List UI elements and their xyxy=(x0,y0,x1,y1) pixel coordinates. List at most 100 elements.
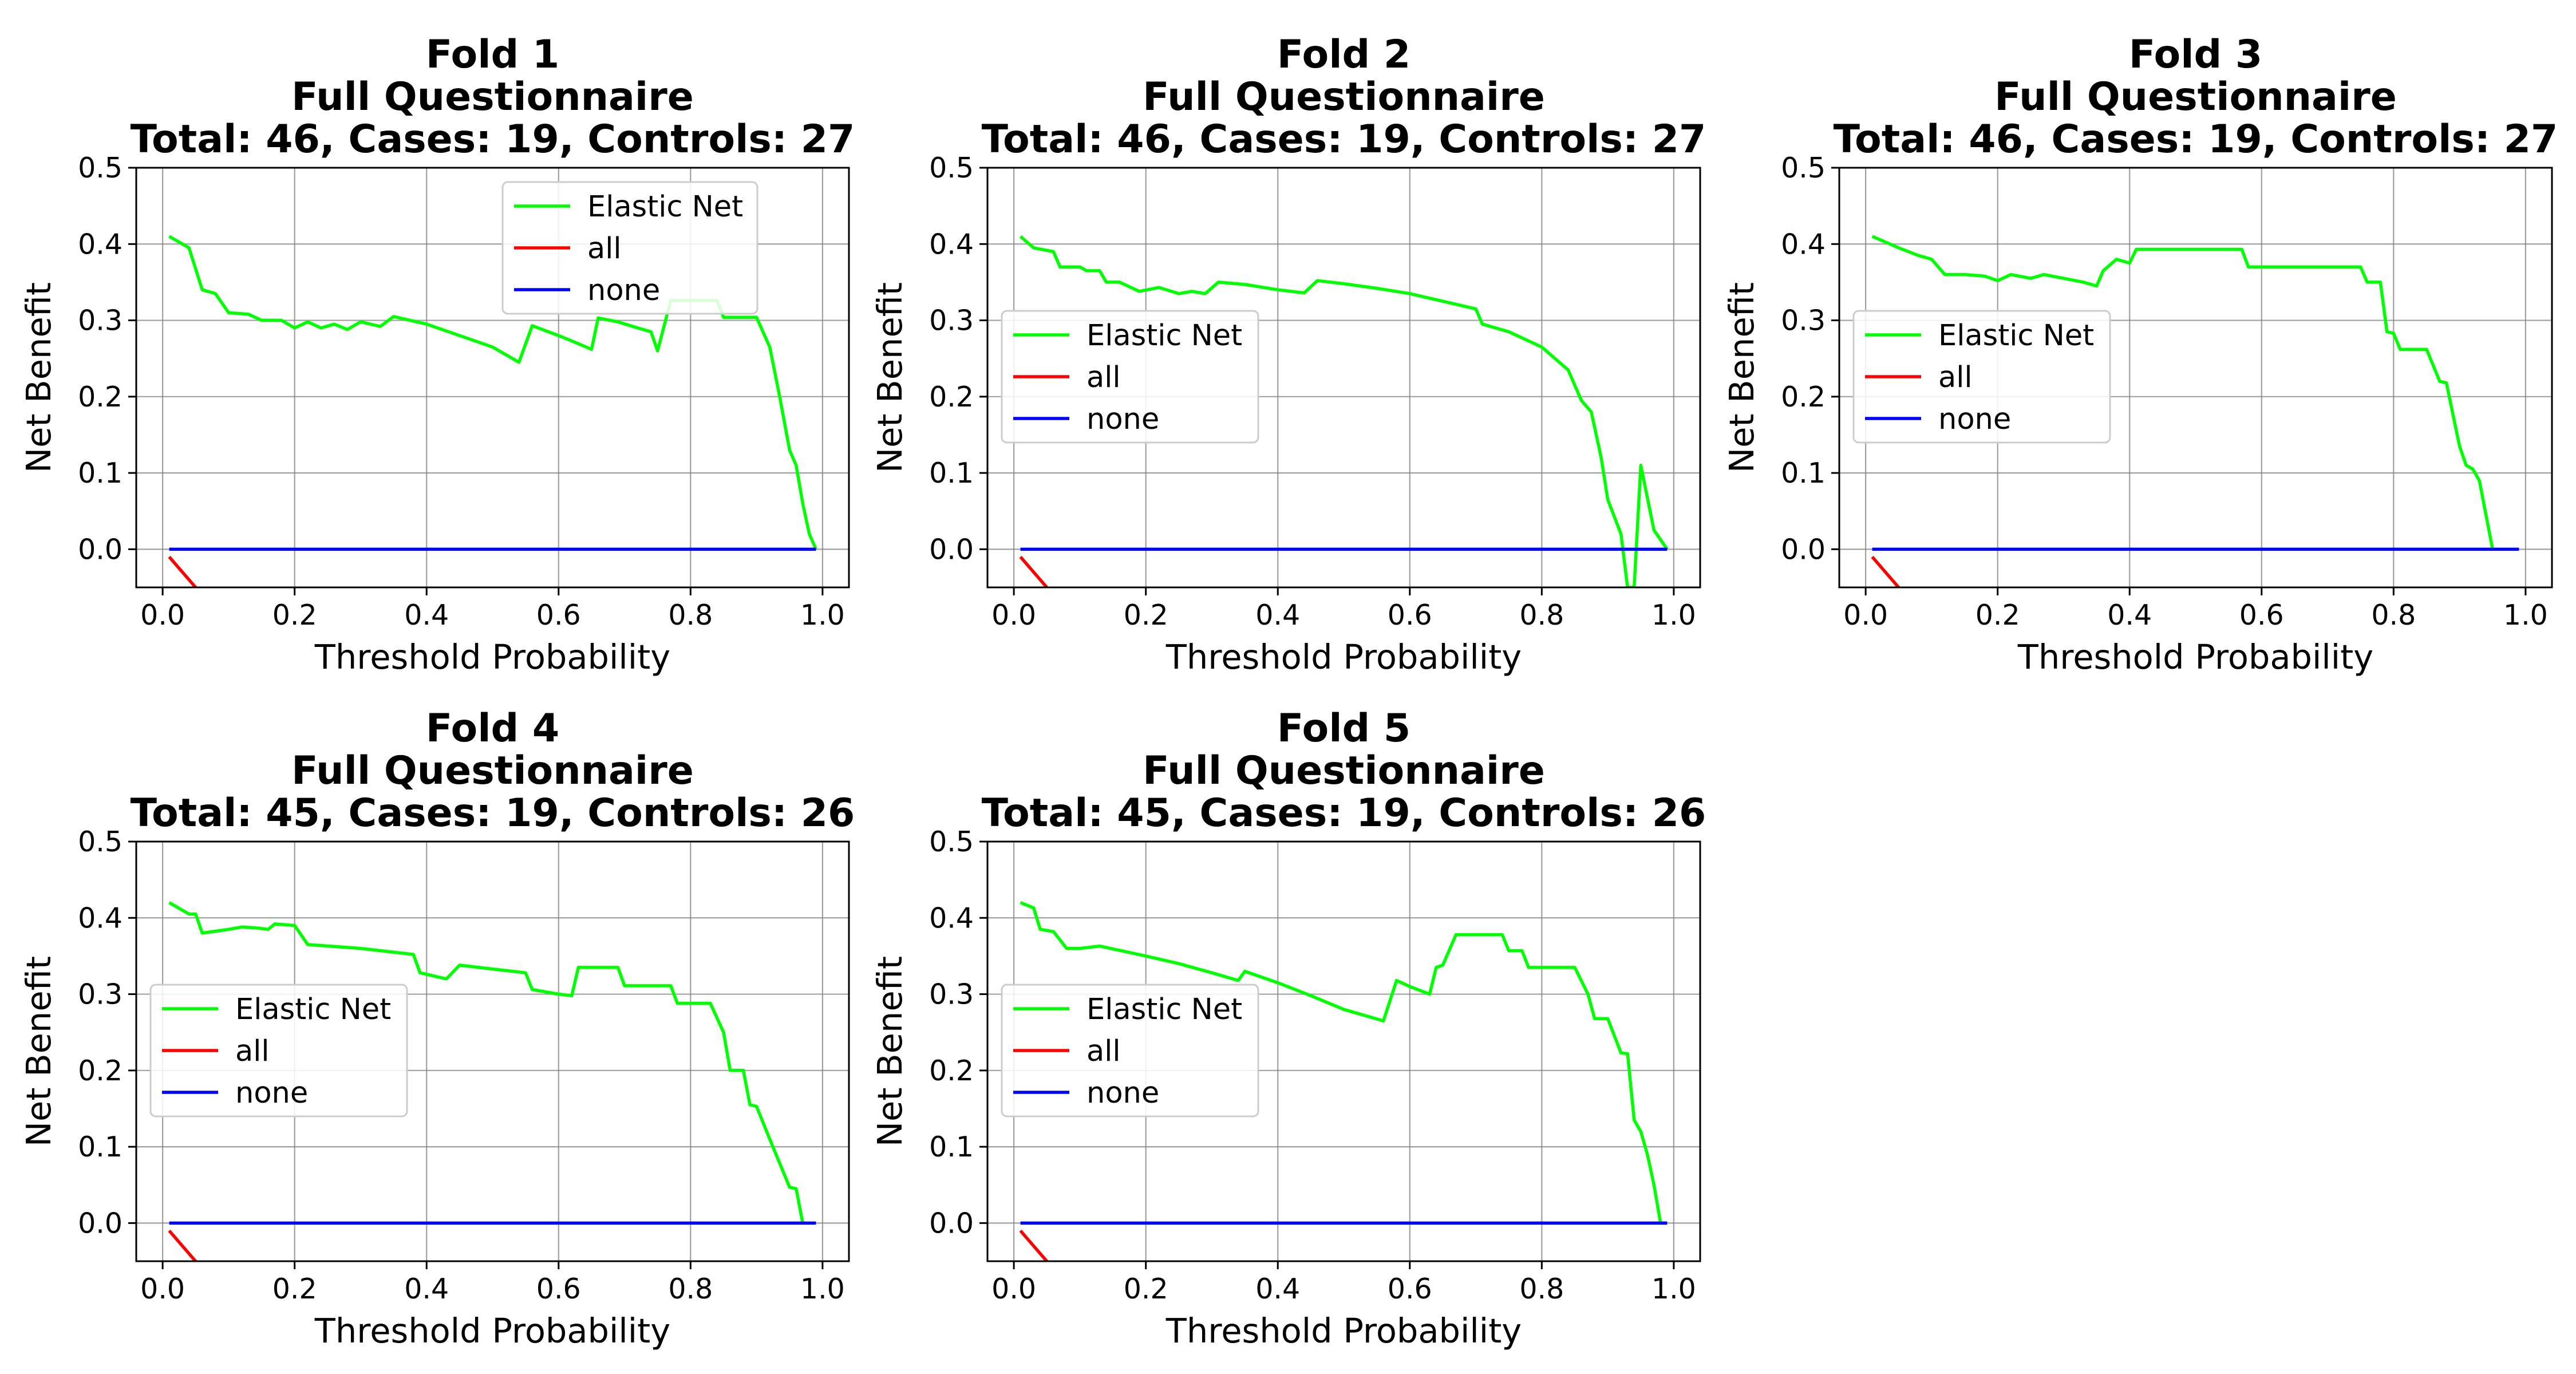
x-tick-label: 0.2 xyxy=(272,599,317,631)
y-axis-label: Net Benefit xyxy=(19,956,58,1147)
subplot-title-line-1: Fold 3 xyxy=(2129,32,2262,77)
series-line-elastic-net xyxy=(1020,901,1668,1225)
subplot-title-line-3: Total: 46, Cases: 19, Controls: 27 xyxy=(131,117,855,162)
x-tick-label: 0.0 xyxy=(140,1273,185,1305)
x-tick-label: 0.2 xyxy=(1124,1273,1168,1305)
legend: Elastic Net all none xyxy=(1852,310,2111,444)
legend-label: all xyxy=(235,1035,270,1068)
y-axis-label: Net Benefit xyxy=(19,282,58,473)
x-axis-label: Threshold Probability xyxy=(1165,637,1522,677)
x-tick-label: 0.6 xyxy=(2239,599,2284,631)
y-tick-label: 0.2 xyxy=(78,1055,123,1087)
legend-box xyxy=(1001,310,1259,444)
legend-box xyxy=(501,181,758,315)
x-tick-label: 1.0 xyxy=(1652,599,1696,631)
y-tick-label: 0.0 xyxy=(929,1207,974,1239)
series-line-all xyxy=(1019,1229,1049,1261)
series-line-all xyxy=(1019,555,1049,587)
y-axis-label: Net Benefit xyxy=(1722,282,1761,473)
x-axis-label: Threshold Probability xyxy=(314,637,670,677)
series-line-elastic-net xyxy=(1019,235,1669,587)
series-line-elastic-net xyxy=(168,235,817,550)
subplot-title-line-2: Full Questionnaire xyxy=(291,748,694,793)
x-axis-label: Threshold Probability xyxy=(1165,1311,1522,1351)
x-tick-label: 0.6 xyxy=(1388,1273,1432,1305)
y-axis-label: Net Benefit xyxy=(870,956,910,1147)
series-lines xyxy=(1871,235,2519,587)
subplot-title-line-1: Fold 2 xyxy=(1277,32,1411,77)
legend-label: Elastic Net xyxy=(1938,319,2094,353)
legend-label: all xyxy=(1086,1035,1121,1068)
y-tick-label: 0.4 xyxy=(929,228,974,260)
legend-label: Elastic Net xyxy=(1086,319,1242,353)
x-tick-label: 0.6 xyxy=(536,1273,581,1305)
y-tick-label: 0.1 xyxy=(929,1131,974,1163)
x-tick-label: 0.0 xyxy=(991,599,1036,631)
y-tick-label: 0.0 xyxy=(929,533,974,566)
plot-frame xyxy=(135,840,850,1262)
plot-frame xyxy=(986,167,1701,589)
x-tick-label: 0.8 xyxy=(668,1273,713,1305)
subplot-title-line-2: Full Questionnaire xyxy=(1143,748,1545,793)
series-lines xyxy=(168,901,816,1261)
x-axis-label: Threshold Probability xyxy=(314,1311,670,1351)
series-line-all xyxy=(168,1229,198,1261)
legend-label: none xyxy=(235,1076,308,1110)
x-tick-label: 0.4 xyxy=(404,1273,449,1305)
y-tick-label: 0.5 xyxy=(1781,152,1826,184)
x-tick-label: 1.0 xyxy=(1652,1273,1696,1305)
y-tick-label: 0.3 xyxy=(929,978,974,1011)
y-tick-label: 0.4 xyxy=(78,902,123,934)
x-tick-label: 1.0 xyxy=(800,1273,845,1305)
x-tick-label: 0.8 xyxy=(1519,1273,1564,1305)
x-tick-label: 0.8 xyxy=(668,599,713,631)
legend-label: none xyxy=(587,274,660,307)
y-tick-label: 0.0 xyxy=(78,533,123,566)
series-lines xyxy=(1019,235,1669,587)
y-tick-label: 0.4 xyxy=(929,902,974,934)
legend-label: none xyxy=(1086,402,1159,436)
y-tick-label: 0.2 xyxy=(929,381,974,413)
series-lines xyxy=(1019,901,1668,1261)
x-tick-label: 0.2 xyxy=(1976,599,2020,631)
subplot-title-line-1: Fold 5 xyxy=(1277,706,1411,751)
legend-label: all xyxy=(1938,361,1973,394)
legend-label: none xyxy=(1086,1076,1159,1110)
series-line-elastic-net xyxy=(1871,235,2495,550)
subplot-title-line-2: Full Questionnaire xyxy=(1994,74,2397,120)
x-tick-label: 0.4 xyxy=(404,599,449,631)
y-tick-label: 0.1 xyxy=(1781,457,1826,489)
legend-box xyxy=(1852,310,2111,444)
series-line-all xyxy=(168,555,198,587)
y-tick-label: 0.2 xyxy=(929,1055,974,1087)
y-tick-label: 0.1 xyxy=(78,1131,123,1163)
y-tick-label: 0.4 xyxy=(1781,228,1826,260)
x-tick-label: 0.4 xyxy=(2107,599,2152,631)
legend-box xyxy=(149,984,408,1118)
subplot-title-line-2: Full Questionnaire xyxy=(1143,74,1545,120)
legend-label: Elastic Net xyxy=(235,993,391,1026)
legend: Elastic Net all none xyxy=(1001,984,1259,1118)
y-tick-label: 0.5 xyxy=(929,152,974,184)
y-tick-label: 0.1 xyxy=(78,457,123,489)
subplot-title-line-1: Fold 4 xyxy=(426,706,559,751)
x-tick-label: 0.4 xyxy=(1255,599,1300,631)
subplot-title-line-1: Fold 1 xyxy=(426,32,559,77)
y-tick-label: 0.2 xyxy=(78,381,123,413)
legend: Elastic Net all none xyxy=(1001,310,1259,444)
x-tick-label: 0.6 xyxy=(536,599,581,631)
x-tick-label: 0.8 xyxy=(2371,599,2416,631)
legend-box xyxy=(1001,984,1259,1118)
y-tick-label: 0.3 xyxy=(1781,305,1826,337)
legend-label: none xyxy=(1938,402,2011,436)
x-tick-label: 0.6 xyxy=(1388,599,1432,631)
y-tick-label: 0.3 xyxy=(78,305,123,337)
subplot-title-line-3: Total: 45, Cases: 19, Controls: 26 xyxy=(131,791,855,836)
x-tick-label: 1.0 xyxy=(800,599,845,631)
series-line-elastic-net xyxy=(168,901,805,1223)
